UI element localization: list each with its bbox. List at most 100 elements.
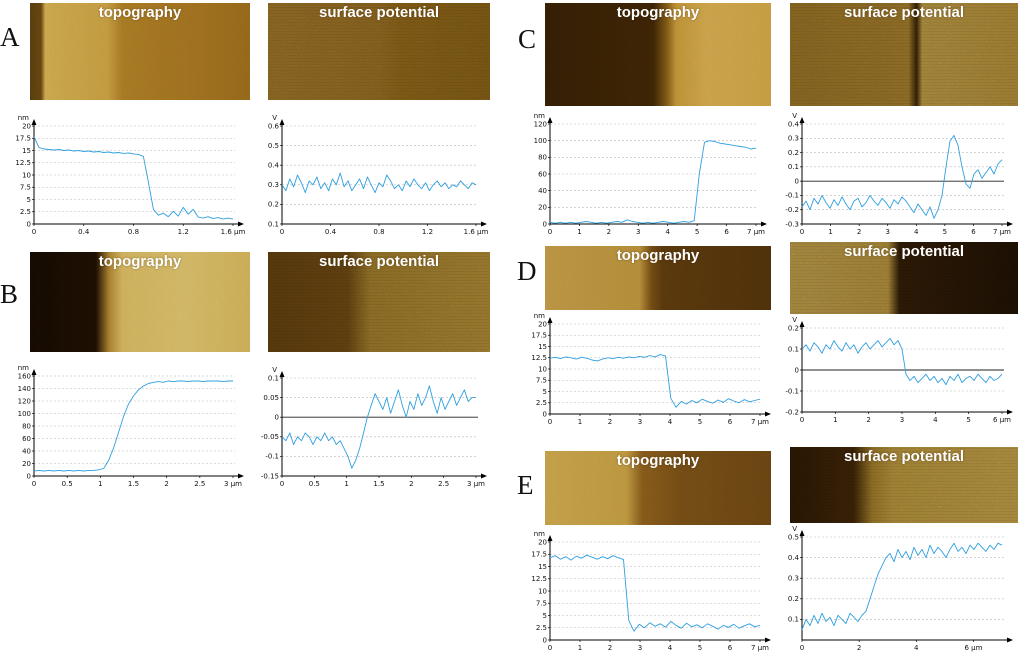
- surface-potential-profile-chart-e: 0.1 0.2 0.3 0.4 0.5 0 2 4 6 µm V: [776, 523, 1022, 656]
- panel-letter-d: D: [517, 256, 537, 286]
- x-tick-label: 0: [800, 644, 804, 652]
- y-tick-label: -0.2: [785, 206, 799, 214]
- x-tick-label: 0: [32, 480, 36, 488]
- image-title: topography: [616, 247, 700, 264]
- y-axis-arrow: [547, 117, 553, 123]
- x-axis-arrow: [765, 637, 771, 643]
- y-tick-label: 0: [27, 472, 31, 480]
- profile-line: [801, 338, 1003, 386]
- x-tick-label: 4: [668, 644, 673, 652]
- x-tick-label: 4: [914, 228, 919, 236]
- y-axis-arrow: [547, 535, 553, 541]
- x-tick-label: 0: [280, 228, 284, 236]
- image-title: surface potential: [843, 448, 965, 465]
- afm-image-canvas: [30, 3, 250, 100]
- image-title: topography: [616, 452, 700, 469]
- y-tick-label: 0: [795, 366, 799, 374]
- y-tick-label: 20: [538, 538, 547, 546]
- image-title: surface potential: [318, 253, 440, 270]
- noise-overlay: [30, 252, 250, 352]
- afm-topography-image-e: topography: [545, 451, 771, 525]
- topography-profile-chart-c: 0 20 40 60 80 100 120 0 1 2 3 4 5 6 7 µm nm: [524, 110, 776, 240]
- profile-line: [549, 140, 757, 224]
- x-axis-arrow: [238, 221, 244, 227]
- y-axis-arrow: [279, 119, 285, 125]
- x-tick-label: 7 µm: [993, 228, 1011, 236]
- afm-surface-potential-image-b: surface potential: [268, 252, 490, 352]
- surface-potential-profile-chart-b: -0.15 -0.1 -0.05 0 0.05 0.1 0 0.5 1 1.5 2 2.5 3 µm V: [256, 364, 496, 492]
- x-tick-label: 7 µm: [747, 228, 765, 236]
- x-tick-label: 1: [828, 228, 832, 236]
- x-tick-label: 2: [608, 418, 612, 426]
- x-axis-arrow: [1007, 637, 1013, 643]
- afm-image-canvas: [268, 252, 490, 352]
- x-tick-label: 0.5: [62, 480, 73, 488]
- afm-topography-image-c: topography: [545, 3, 771, 106]
- y-tick-label: 100: [534, 137, 547, 145]
- panel-letter-c: C: [518, 24, 537, 54]
- x-tick-label: 1: [98, 480, 102, 488]
- x-tick-label: 6: [724, 228, 729, 236]
- y-tick-label: 0.1: [788, 616, 799, 624]
- noise-overlay: [268, 3, 490, 100]
- x-tick-label: 0.8: [128, 228, 139, 236]
- x-tick-label: 1.6 µm: [464, 228, 489, 236]
- y-tick-label: 17.5: [15, 135, 31, 143]
- x-axis-arrow: [1007, 221, 1013, 227]
- y-tick-label: 5: [543, 388, 547, 396]
- x-tick-label: 0: [548, 644, 552, 652]
- y-tick-label: 60: [538, 170, 547, 178]
- y-axis-arrow: [31, 119, 37, 125]
- x-tick-label: 0: [280, 480, 284, 488]
- x-tick-label: 4: [668, 418, 673, 426]
- y-tick-label: 60: [22, 435, 31, 443]
- x-tick-label: 2: [866, 416, 870, 424]
- y-tick-label: 17.5: [531, 551, 547, 559]
- x-tick-label: 7 µm: [751, 644, 769, 652]
- y-tick-label: 0.5: [268, 142, 279, 150]
- x-tick-label: 1.6 µm: [221, 228, 246, 236]
- y-tick-label: 0.1: [788, 163, 799, 171]
- y-tick-label: 0.2: [788, 149, 799, 157]
- y-axis-arrow: [799, 117, 805, 123]
- y-tick-label: 20: [538, 320, 547, 328]
- x-tick-label: 5: [698, 418, 702, 426]
- surface-potential-profile-chart-a: 0.1 0.2 0.3 0.4 0.5 0.6 0 0.4 0.8 1.2 1.6 µm V: [256, 112, 496, 240]
- afm-image-canvas: [790, 3, 1018, 106]
- y-tick-label: 0: [543, 636, 547, 644]
- y-axis-arrow: [279, 371, 285, 377]
- y-axis-unit: V: [272, 366, 277, 374]
- image-title: surface potential: [843, 4, 965, 21]
- afm-surface-potential-image-c: surface potential: [790, 3, 1018, 106]
- y-axis-unit: nm: [18, 364, 29, 372]
- y-tick-label: 100: [18, 410, 31, 418]
- y-tick-label: 7.5: [536, 600, 547, 608]
- y-tick-label: 5: [543, 612, 547, 620]
- noise-overlay: [790, 3, 1018, 106]
- x-axis-arrow: [761, 221, 767, 227]
- y-tick-label: 80: [538, 154, 547, 162]
- x-tick-label: 0.5: [309, 480, 320, 488]
- x-tick-label: 6: [728, 644, 733, 652]
- profile-line: [549, 354, 761, 408]
- y-tick-label: 0.4: [788, 554, 800, 562]
- x-tick-label: 0: [548, 418, 552, 426]
- panel-letter-b: B: [0, 279, 19, 309]
- x-tick-label: 2: [608, 644, 612, 652]
- y-axis-unit: V: [792, 112, 797, 120]
- y-tick-label: 0.3: [788, 135, 799, 143]
- y-tick-label: 80: [22, 422, 31, 430]
- y-tick-label: 40: [538, 187, 547, 195]
- x-tick-label: 2: [164, 480, 168, 488]
- x-tick-label: 4: [665, 228, 670, 236]
- x-tick-label: 3: [638, 644, 642, 652]
- y-tick-label: 15: [538, 343, 547, 351]
- y-tick-label: 0.2: [788, 595, 799, 603]
- x-tick-label: 0.8: [373, 228, 384, 236]
- y-tick-label: -0.2: [785, 408, 799, 416]
- profile-line: [801, 542, 1003, 630]
- y-axis-unit: nm: [534, 112, 545, 120]
- x-tick-label: 1: [577, 228, 581, 236]
- profile-line: [33, 136, 234, 220]
- x-tick-label: 1.5: [128, 480, 139, 488]
